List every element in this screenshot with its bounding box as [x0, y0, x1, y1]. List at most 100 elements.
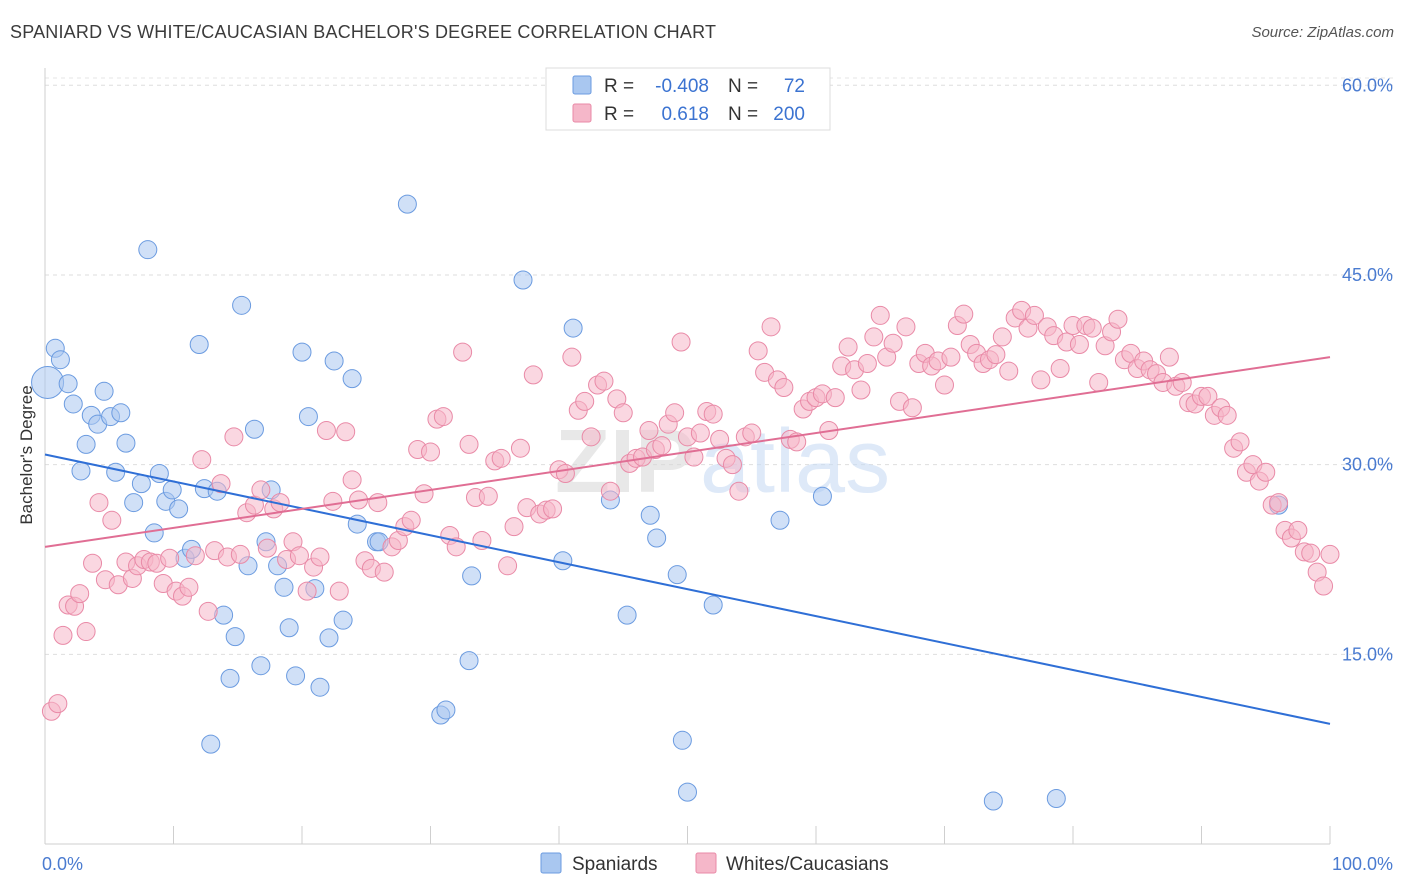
data-point: [286, 666, 306, 686]
x-tick-labels: 0.0% 100.0%: [42, 854, 1393, 874]
data-point: [198, 601, 218, 621]
data-point: [292, 342, 312, 362]
data-point: [935, 375, 954, 395]
legend-r-label-0: R =: [604, 76, 634, 97]
data-point: [316, 421, 336, 441]
data-point: [298, 407, 318, 427]
data-point: [1198, 386, 1218, 406]
data-point: [310, 547, 330, 567]
data-point: [76, 622, 96, 642]
data-point: [192, 450, 212, 470]
data-point: [812, 486, 832, 506]
stats-legend: R = -0.408 N = 72 R = 0.618 N = 200: [545, 67, 831, 131]
data-point: [504, 517, 524, 537]
data-point: [983, 791, 1003, 811]
data-point: [851, 380, 871, 400]
data-point: [1050, 359, 1070, 379]
data-point: [50, 350, 70, 370]
data-point: [617, 605, 637, 625]
data-point: [94, 381, 114, 401]
data-point: [1108, 309, 1128, 329]
y-tick-label: 30.0%: [1342, 455, 1393, 475]
data-point: [374, 562, 394, 582]
bottom-legend-label-whites: Whites/Caucasians: [726, 854, 889, 875]
data-point: [640, 505, 660, 525]
data-point: [257, 538, 277, 558]
data-point: [244, 419, 264, 439]
data-point: [667, 565, 687, 585]
data-point: [523, 365, 543, 385]
legend-swatch-whites: [572, 103, 592, 123]
data-point: [138, 240, 158, 260]
data-point: [106, 462, 126, 482]
data-point: [342, 369, 362, 389]
legend-n-label-1: N =: [728, 104, 758, 125]
legend-n-label-0: N =: [728, 76, 758, 97]
data-point: [581, 427, 601, 447]
data-point: [1069, 335, 1089, 355]
data-point: [761, 317, 781, 337]
data-point: [89, 493, 109, 513]
chart-title: SPANIARD VS WHITE/CAUCASIAN BACHELOR'S D…: [10, 22, 717, 42]
data-point: [555, 463, 575, 483]
data-point: [230, 544, 250, 564]
data-point: [401, 510, 421, 530]
data-point: [722, 455, 742, 475]
data-point: [478, 486, 498, 506]
data-point: [594, 371, 614, 391]
data-point: [1172, 372, 1192, 392]
legend-n-value-1: 200: [773, 104, 805, 125]
bottom-legend-swatch-spaniards: [540, 852, 562, 874]
data-point: [703, 404, 723, 424]
legend-swatch-spaniards: [572, 75, 592, 95]
data-point: [1031, 370, 1051, 390]
data-point: [232, 295, 252, 315]
trend-lines: [44, 356, 1331, 725]
data-point: [333, 610, 353, 630]
data-point: [185, 546, 205, 566]
data-point: [671, 332, 691, 352]
data-point: [289, 546, 309, 566]
data-point: [902, 398, 922, 418]
trend-line-1: [44, 356, 1331, 548]
data-point: [883, 333, 903, 353]
data-point: [1256, 462, 1276, 482]
y-axis-label: Bachelor's Degree: [17, 385, 36, 524]
data-point: [336, 422, 356, 442]
data-point: [169, 499, 189, 519]
data-point: [76, 434, 96, 454]
data-point: [111, 403, 131, 423]
data-point: [954, 304, 974, 324]
data-point: [459, 434, 479, 454]
data-point: [48, 694, 68, 714]
data-point: [324, 351, 344, 371]
source-credit: Source: ZipAtlas.com: [1251, 24, 1394, 41]
data-point: [729, 481, 749, 501]
data-point: [678, 782, 697, 802]
data-point: [639, 421, 659, 441]
x-tick-label: 0.0%: [42, 854, 83, 874]
y-tick-label: 15.0%: [1342, 644, 1393, 664]
data-point: [224, 427, 244, 447]
data-point: [116, 433, 136, 453]
data-point: [131, 474, 151, 494]
data-point: [220, 668, 240, 688]
data-point: [1269, 493, 1289, 513]
data-point: [665, 403, 685, 423]
data-point: [251, 656, 271, 676]
legend-r-value-0: -0.408: [655, 76, 709, 97]
data-point: [986, 345, 1006, 365]
data-point: [310, 677, 330, 697]
stats-legend-box: [545, 67, 831, 131]
series-legend: Spaniards Whites/Caucasians: [540, 852, 889, 875]
data-point: [857, 353, 877, 373]
legend-r-label-1: R =: [604, 104, 634, 125]
data-point: [1301, 543, 1321, 563]
data-point: [575, 391, 595, 411]
data-point: [703, 595, 723, 615]
data-point: [71, 461, 91, 481]
data-point: [543, 499, 563, 519]
data-point: [1288, 520, 1308, 540]
data-point: [690, 423, 710, 443]
trend-line-0: [44, 453, 1331, 725]
